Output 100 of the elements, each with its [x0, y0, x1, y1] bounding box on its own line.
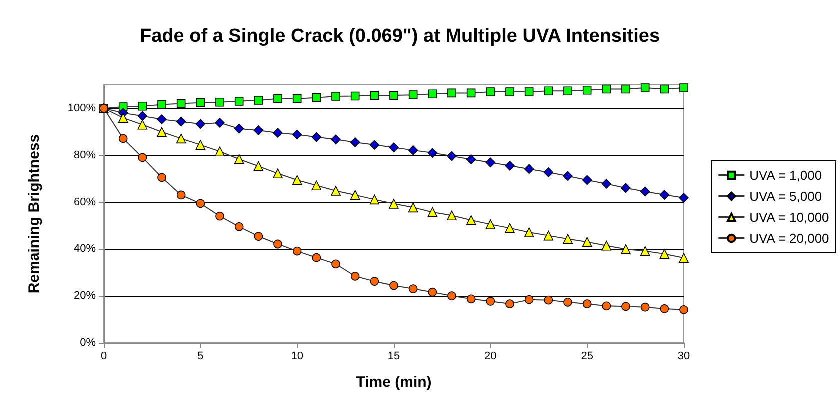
point: [292, 130, 302, 140]
point: [408, 284, 418, 294]
point: [196, 98, 206, 108]
point: [158, 100, 166, 110]
point: [332, 260, 340, 269]
point: [292, 94, 302, 104]
point: [466, 154, 476, 164]
chart-title: Fade of a Single Crack (0.069") at Multiple UVA Intensities: [140, 26, 660, 47]
y-tick-label: 60%: [74, 196, 96, 208]
point: [234, 154, 244, 164]
point: [602, 241, 612, 251]
point: [312, 253, 322, 262]
point: [274, 94, 282, 104]
point: [350, 138, 360, 148]
point: [389, 199, 399, 209]
point: [216, 212, 224, 221]
point: [274, 240, 282, 249]
point: [312, 132, 322, 142]
point: [505, 223, 515, 234]
x-tick-label: 25: [581, 350, 594, 362]
point: [390, 91, 398, 100]
point: [660, 190, 670, 200]
point: [138, 111, 148, 122]
point: [428, 288, 438, 297]
y-tick-label: 20%: [74, 290, 96, 302]
point: [389, 142, 399, 153]
point: [563, 234, 573, 244]
point: [544, 296, 554, 305]
point: [602, 302, 612, 311]
point: [370, 91, 380, 100]
x-tick-label: 10: [291, 350, 304, 362]
point: [350, 92, 360, 101]
point: [660, 249, 670, 260]
point: [390, 281, 398, 290]
point: [138, 153, 148, 162]
point: [428, 90, 438, 99]
point: [254, 161, 264, 172]
point: [370, 277, 380, 286]
point: [350, 272, 360, 281]
point: [138, 102, 148, 111]
point: [447, 210, 457, 221]
point: [234, 124, 244, 134]
point: [506, 88, 514, 96]
point: [118, 134, 128, 144]
point: [428, 207, 438, 218]
point: [254, 232, 264, 241]
point: [408, 202, 418, 213]
point: [564, 86, 572, 96]
point: [292, 175, 302, 186]
point: [486, 158, 496, 168]
point: [196, 140, 206, 150]
point: [486, 297, 496, 306]
point: [524, 295, 534, 304]
point: [524, 88, 534, 96]
point: [640, 246, 650, 256]
point: [621, 244, 631, 254]
point: [176, 190, 186, 200]
x-tick-label: 15: [388, 350, 400, 362]
point: [158, 173, 166, 182]
point: [196, 119, 206, 130]
point: [292, 246, 302, 256]
legend-label: UVA = 20,000: [750, 231, 830, 246]
y-tick-label: 0%: [80, 337, 96, 349]
point: [563, 171, 573, 182]
point: [176, 134, 186, 144]
point: [273, 128, 283, 138]
point: [524, 228, 534, 238]
x-tick-label: 20: [484, 350, 497, 362]
y-tick-label: 80%: [74, 149, 96, 162]
point: [176, 99, 186, 108]
point: [408, 90, 418, 100]
point: [447, 151, 457, 162]
point: [448, 88, 456, 98]
point: [370, 194, 380, 205]
x-tick-label: 30: [678, 350, 690, 362]
point: [640, 84, 650, 92]
x-axis-title: Time (min): [356, 374, 432, 391]
point: [118, 113, 128, 123]
x-tick-label: 5: [198, 350, 204, 362]
point: [466, 88, 476, 98]
point: [254, 96, 264, 105]
point: [602, 84, 612, 94]
point: [370, 140, 380, 150]
point: [234, 222, 244, 232]
point: [350, 190, 360, 200]
point: [680, 306, 688, 314]
point: [312, 180, 322, 191]
point: [564, 298, 572, 307]
y-tick-label: 40%: [74, 243, 96, 256]
point: [544, 230, 554, 241]
point: [215, 118, 225, 128]
point: [544, 168, 554, 178]
point: [466, 215, 476, 226]
x-tick-label: 0: [100, 350, 108, 362]
point: [582, 237, 592, 248]
point: [640, 302, 650, 312]
point: [428, 148, 438, 158]
point: [408, 146, 418, 156]
point: [486, 220, 496, 230]
point: [486, 88, 496, 96]
